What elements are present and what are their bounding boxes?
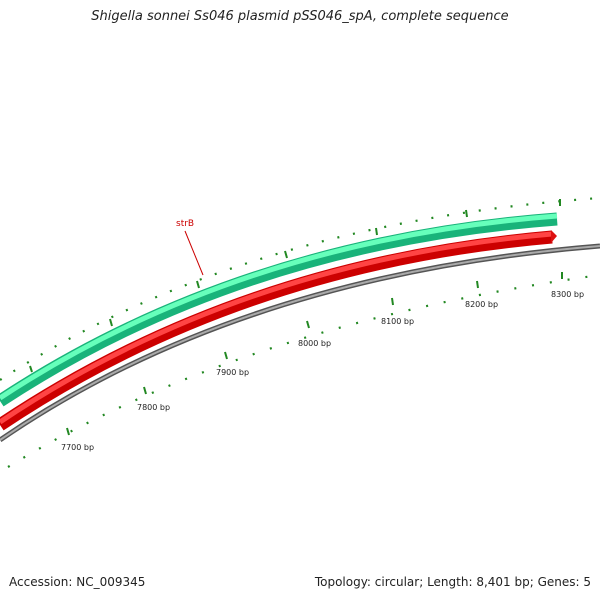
inner-major-ticks	[66, 272, 563, 436]
tick-7900	[224, 351, 228, 360]
tick-8200	[476, 280, 479, 289]
map-title: Shigella sonnei Ss046 plasmid pSS046_spA…	[91, 9, 509, 24]
reverse-feature-arc	[0, 230, 553, 431]
gene-label-strB: strB	[176, 219, 194, 229]
tick-label-8000: 8000 bp	[298, 339, 331, 348]
tick-label-8100: 8100 bp	[381, 317, 414, 326]
reverse-feature-arrow	[551, 230, 557, 243]
tick-label-7800: 7800 bp	[137, 403, 170, 412]
tick-label-7700: 7700 bp	[61, 443, 94, 452]
tick-label-8300: 8300 bp	[551, 290, 584, 299]
tick-8100	[391, 297, 394, 306]
accession-text: Accession: NC_009345	[9, 575, 146, 589]
reverse-feature-arc-highlight	[0, 231, 553, 425]
backbone-ring-highlight	[0, 245, 600, 441]
tick-7700	[66, 427, 70, 436]
tick-8000	[306, 320, 310, 329]
tick-label-7900: 7900 bp	[216, 368, 249, 377]
outer-tick-ring	[0, 196, 600, 381]
forward-feature-arc-highlight	[0, 213, 558, 401]
gene-label-leader	[184, 230, 204, 276]
topology-summary: Topology: circular; Length: 8,401 bp; Ge…	[314, 575, 591, 589]
tick-7800	[143, 386, 147, 395]
tick-label-8200: 8200 bp	[465, 300, 498, 309]
outer-major-ticks	[29, 199, 561, 373]
forward-feature-arc	[0, 212, 558, 407]
